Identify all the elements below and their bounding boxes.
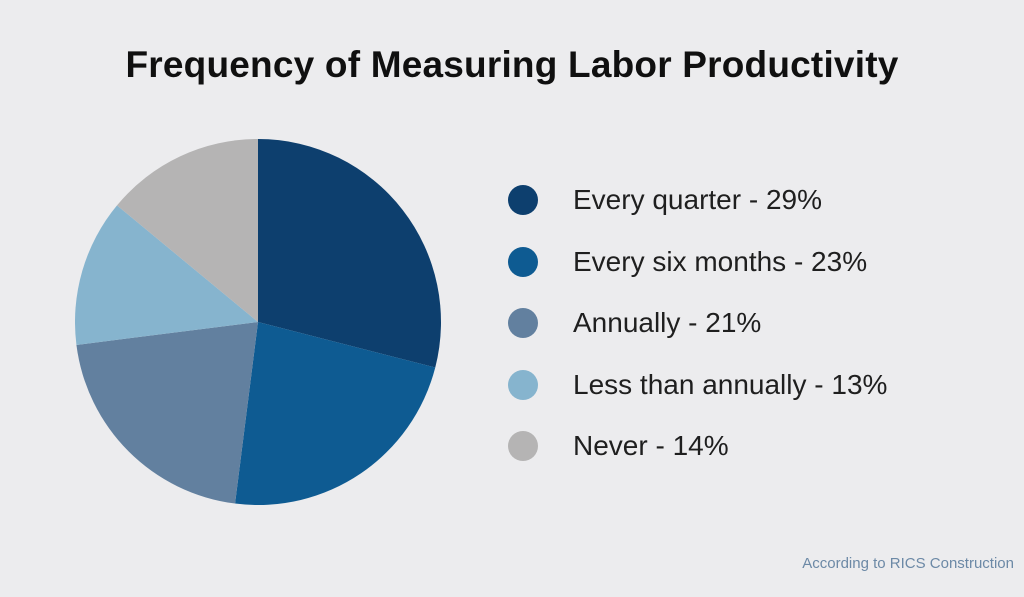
pie-slice-less-than-annually [75,205,258,345]
page-title: Frequency of Measuring Labor Productivit… [125,44,899,85]
legend-item-label: Less than annually - 13% [573,368,888,400]
legend-item: Never - 14% [508,431,887,461]
legend-dot-icon [508,308,538,338]
legend-dot-icon [508,431,538,461]
legend-item: Every quarter - 29% [508,185,887,215]
legend-dot-icon [508,369,538,400]
legend-dot-icon [508,185,538,215]
pie-slice-annually [76,322,258,504]
legend-dot-icon [508,246,538,277]
pie-slice-every-six-months [235,322,436,505]
pie-slice-every-quarter [258,139,441,368]
legend-item: Every six months - 23% [508,245,887,277]
pie-chart [75,139,441,505]
legend-item-label: Every quarter - 29% [573,184,822,215]
legend-item-label: Never - 14% [573,430,729,461]
pie-chart-svg [75,139,441,505]
legend-item: Less than annually - 13% [508,368,888,400]
legend-item-label: Annually - 21% [573,307,762,338]
legend: Every quarter - 29% Every six months - 23… [508,185,887,461]
source-attribution: According to RICS Construction [802,555,1014,572]
legend-item-label: Every six months - 23% [573,245,868,277]
legend-item: Annually - 21% [508,308,887,338]
pie-slice-never [117,139,258,322]
